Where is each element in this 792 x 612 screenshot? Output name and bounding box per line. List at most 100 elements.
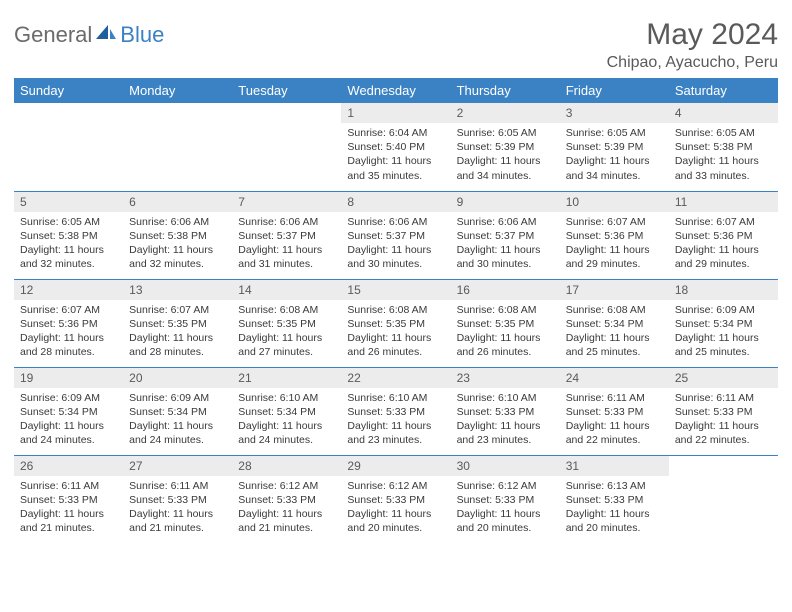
day-details: Sunrise: 6:08 AMSunset: 5:35 PMDaylight:… bbox=[451, 300, 560, 364]
day-details: Sunrise: 6:08 AMSunset: 5:34 PMDaylight:… bbox=[560, 300, 669, 364]
calendar-cell: 24Sunrise: 6:11 AMSunset: 5:33 PMDayligh… bbox=[560, 367, 669, 455]
day-number: 3 bbox=[560, 103, 669, 123]
day-details: Sunrise: 6:09 AMSunset: 5:34 PMDaylight:… bbox=[669, 300, 778, 364]
calendar-body: 1Sunrise: 6:04 AMSunset: 5:40 PMDaylight… bbox=[14, 103, 778, 543]
calendar-cell: 30Sunrise: 6:12 AMSunset: 5:33 PMDayligh… bbox=[451, 455, 560, 543]
header: General Blue May 2024 Chipao, Ayacucho, … bbox=[14, 18, 778, 72]
calendar-row: 12Sunrise: 6:07 AMSunset: 5:36 PMDayligh… bbox=[14, 279, 778, 367]
day-number: 10 bbox=[560, 192, 669, 212]
weekday-header: Monday bbox=[123, 78, 232, 103]
calendar-cell: 5Sunrise: 6:05 AMSunset: 5:38 PMDaylight… bbox=[14, 191, 123, 279]
calendar-cell: 27Sunrise: 6:11 AMSunset: 5:33 PMDayligh… bbox=[123, 455, 232, 543]
day-number: 22 bbox=[341, 368, 450, 388]
day-number: 8 bbox=[341, 192, 450, 212]
day-number: 29 bbox=[341, 456, 450, 476]
weekday-header-row: Sunday Monday Tuesday Wednesday Thursday… bbox=[14, 78, 778, 103]
calendar-cell: 12Sunrise: 6:07 AMSunset: 5:36 PMDayligh… bbox=[14, 279, 123, 367]
weekday-header: Sunday bbox=[14, 78, 123, 103]
calendar-cell: 18Sunrise: 6:09 AMSunset: 5:34 PMDayligh… bbox=[669, 279, 778, 367]
calendar-cell: 16Sunrise: 6:08 AMSunset: 5:35 PMDayligh… bbox=[451, 279, 560, 367]
day-number: 12 bbox=[14, 280, 123, 300]
weekday-header: Saturday bbox=[669, 78, 778, 103]
day-number: 13 bbox=[123, 280, 232, 300]
day-details: Sunrise: 6:11 AMSunset: 5:33 PMDaylight:… bbox=[560, 388, 669, 452]
day-details: Sunrise: 6:07 AMSunset: 5:35 PMDaylight:… bbox=[123, 300, 232, 364]
day-details: Sunrise: 6:07 AMSunset: 5:36 PMDaylight:… bbox=[560, 212, 669, 276]
location-subtitle: Chipao, Ayacucho, Peru bbox=[607, 54, 778, 72]
calendar-cell: 2Sunrise: 6:05 AMSunset: 5:39 PMDaylight… bbox=[451, 103, 560, 191]
day-details: Sunrise: 6:09 AMSunset: 5:34 PMDaylight:… bbox=[14, 388, 123, 452]
brand-text-blue: Blue bbox=[120, 22, 164, 48]
calendar-cell: 8Sunrise: 6:06 AMSunset: 5:37 PMDaylight… bbox=[341, 191, 450, 279]
calendar-cell bbox=[14, 103, 123, 191]
calendar-cell: 22Sunrise: 6:10 AMSunset: 5:33 PMDayligh… bbox=[341, 367, 450, 455]
day-details: Sunrise: 6:06 AMSunset: 5:37 PMDaylight:… bbox=[341, 212, 450, 276]
day-details: Sunrise: 6:07 AMSunset: 5:36 PMDaylight:… bbox=[14, 300, 123, 364]
day-details: Sunrise: 6:06 AMSunset: 5:38 PMDaylight:… bbox=[123, 212, 232, 276]
calendar-cell: 7Sunrise: 6:06 AMSunset: 5:37 PMDaylight… bbox=[232, 191, 341, 279]
day-number: 1 bbox=[341, 103, 450, 123]
calendar-table: Sunday Monday Tuesday Wednesday Thursday… bbox=[14, 78, 778, 543]
month-title: May 2024 bbox=[607, 18, 778, 52]
day-details: Sunrise: 6:11 AMSunset: 5:33 PMDaylight:… bbox=[14, 476, 123, 540]
day-number: 7 bbox=[232, 192, 341, 212]
calendar-row: 1Sunrise: 6:04 AMSunset: 5:40 PMDaylight… bbox=[14, 103, 778, 191]
day-details: Sunrise: 6:10 AMSunset: 5:33 PMDaylight:… bbox=[341, 388, 450, 452]
day-details: Sunrise: 6:11 AMSunset: 5:33 PMDaylight:… bbox=[123, 476, 232, 540]
day-number: 16 bbox=[451, 280, 560, 300]
day-number: 25 bbox=[669, 368, 778, 388]
day-number: 4 bbox=[669, 103, 778, 123]
calendar-cell: 6Sunrise: 6:06 AMSunset: 5:38 PMDaylight… bbox=[123, 191, 232, 279]
day-number: 21 bbox=[232, 368, 341, 388]
day-details: Sunrise: 6:04 AMSunset: 5:40 PMDaylight:… bbox=[341, 123, 450, 187]
calendar-cell: 21Sunrise: 6:10 AMSunset: 5:34 PMDayligh… bbox=[232, 367, 341, 455]
calendar-cell bbox=[123, 103, 232, 191]
calendar-cell: 9Sunrise: 6:06 AMSunset: 5:37 PMDaylight… bbox=[451, 191, 560, 279]
day-details: Sunrise: 6:06 AMSunset: 5:37 PMDaylight:… bbox=[451, 212, 560, 276]
calendar-row: 19Sunrise: 6:09 AMSunset: 5:34 PMDayligh… bbox=[14, 367, 778, 455]
day-details: Sunrise: 6:05 AMSunset: 5:39 PMDaylight:… bbox=[451, 123, 560, 187]
day-number: 15 bbox=[341, 280, 450, 300]
day-number: 14 bbox=[232, 280, 341, 300]
calendar-cell bbox=[232, 103, 341, 191]
calendar-cell: 29Sunrise: 6:12 AMSunset: 5:33 PMDayligh… bbox=[341, 455, 450, 543]
day-number: 20 bbox=[123, 368, 232, 388]
day-number: 19 bbox=[14, 368, 123, 388]
calendar-cell: 1Sunrise: 6:04 AMSunset: 5:40 PMDaylight… bbox=[341, 103, 450, 191]
day-details: Sunrise: 6:08 AMSunset: 5:35 PMDaylight:… bbox=[232, 300, 341, 364]
day-details: Sunrise: 6:06 AMSunset: 5:37 PMDaylight:… bbox=[232, 212, 341, 276]
brand-sail-icon bbox=[94, 23, 118, 48]
calendar-cell: 10Sunrise: 6:07 AMSunset: 5:36 PMDayligh… bbox=[560, 191, 669, 279]
brand-logo: General Blue bbox=[14, 18, 164, 48]
day-details: Sunrise: 6:12 AMSunset: 5:33 PMDaylight:… bbox=[341, 476, 450, 540]
day-number: 27 bbox=[123, 456, 232, 476]
day-number: 26 bbox=[14, 456, 123, 476]
weekday-header: Thursday bbox=[451, 78, 560, 103]
calendar-row: 5Sunrise: 6:05 AMSunset: 5:38 PMDaylight… bbox=[14, 191, 778, 279]
calendar-cell: 31Sunrise: 6:13 AMSunset: 5:33 PMDayligh… bbox=[560, 455, 669, 543]
day-number: 5 bbox=[14, 192, 123, 212]
calendar-row: 26Sunrise: 6:11 AMSunset: 5:33 PMDayligh… bbox=[14, 455, 778, 543]
day-number: 11 bbox=[669, 192, 778, 212]
day-number: 17 bbox=[560, 280, 669, 300]
weekday-header: Friday bbox=[560, 78, 669, 103]
calendar-cell: 25Sunrise: 6:11 AMSunset: 5:33 PMDayligh… bbox=[669, 367, 778, 455]
title-block: May 2024 Chipao, Ayacucho, Peru bbox=[607, 18, 778, 72]
calendar-cell: 20Sunrise: 6:09 AMSunset: 5:34 PMDayligh… bbox=[123, 367, 232, 455]
calendar-cell: 4Sunrise: 6:05 AMSunset: 5:38 PMDaylight… bbox=[669, 103, 778, 191]
calendar-cell: 17Sunrise: 6:08 AMSunset: 5:34 PMDayligh… bbox=[560, 279, 669, 367]
calendar-cell: 19Sunrise: 6:09 AMSunset: 5:34 PMDayligh… bbox=[14, 367, 123, 455]
day-details: Sunrise: 6:12 AMSunset: 5:33 PMDaylight:… bbox=[232, 476, 341, 540]
weekday-header: Tuesday bbox=[232, 78, 341, 103]
day-details: Sunrise: 6:08 AMSunset: 5:35 PMDaylight:… bbox=[341, 300, 450, 364]
day-details: Sunrise: 6:05 AMSunset: 5:38 PMDaylight:… bbox=[14, 212, 123, 276]
calendar-cell: 3Sunrise: 6:05 AMSunset: 5:39 PMDaylight… bbox=[560, 103, 669, 191]
day-number: 9 bbox=[451, 192, 560, 212]
calendar-cell: 11Sunrise: 6:07 AMSunset: 5:36 PMDayligh… bbox=[669, 191, 778, 279]
day-number: 6 bbox=[123, 192, 232, 212]
day-number: 28 bbox=[232, 456, 341, 476]
day-details: Sunrise: 6:07 AMSunset: 5:36 PMDaylight:… bbox=[669, 212, 778, 276]
calendar-cell: 14Sunrise: 6:08 AMSunset: 5:35 PMDayligh… bbox=[232, 279, 341, 367]
day-details: Sunrise: 6:05 AMSunset: 5:39 PMDaylight:… bbox=[560, 123, 669, 187]
calendar-cell: 23Sunrise: 6:10 AMSunset: 5:33 PMDayligh… bbox=[451, 367, 560, 455]
